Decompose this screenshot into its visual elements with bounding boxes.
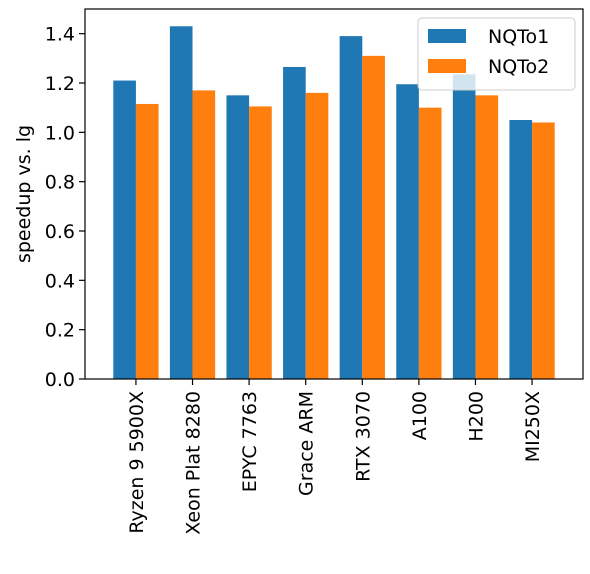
bar-nqto1-0	[113, 80, 136, 380]
y-axis: 0.0 0.2 0.4 0.6 0.8 1.0 1.2 1.4	[45, 24, 85, 391]
bars-group	[113, 26, 555, 380]
x-tick-label: Ryzen 9 5900X	[126, 391, 148, 534]
legend: NQTo1 NQTo2	[417, 17, 576, 91]
x-tick-label: Xeon Plat 8280	[183, 391, 205, 535]
bar-nqto1-3	[283, 66, 306, 379]
y-tick-label: 1.0	[45, 122, 75, 144]
bar-nqto2-1	[192, 90, 216, 380]
bar-nqto2-5	[418, 107, 442, 380]
bar-nqto2-3	[305, 92, 329, 379]
bar-nqto1-5	[396, 84, 419, 379]
x-axis: Ryzen 9 5900X Xeon Plat 8280 EPYC 7763 Grac…	[126, 379, 544, 535]
y-tick-label: 1.2	[45, 73, 75, 95]
x-tick-label: RTX 3070	[352, 391, 374, 482]
bar-nqto1-2	[226, 95, 250, 379]
legend-swatch-nqto2	[428, 59, 466, 73]
x-tick-label: A100	[409, 391, 431, 440]
legend-swatch-nqto1	[428, 29, 466, 43]
y-axis-label: speedup vs. lg	[13, 125, 35, 263]
y-tick-label: 0.0	[45, 369, 75, 391]
bar-nqto1-1	[169, 26, 193, 380]
bar-nqto1-4	[339, 36, 363, 380]
legend-label-nqto1: NQTo1	[488, 26, 549, 48]
legend-label-nqto2: NQTo2	[488, 56, 549, 78]
x-tick-label: Grace ARM	[296, 391, 318, 496]
y-tick-label: 1.4	[45, 24, 75, 46]
y-tick-label: 0.6	[45, 221, 75, 243]
bar-nqto2-7	[532, 122, 555, 379]
x-tick-label: H200	[465, 391, 487, 442]
bar-nqto1-6	[452, 74, 476, 379]
x-tick-label: MI250X	[522, 391, 544, 462]
y-tick-label: 0.8	[45, 172, 75, 194]
y-tick-label: 0.4	[45, 270, 75, 292]
y-tick-label: 0.2	[45, 320, 75, 342]
bar-nqto2-0	[135, 103, 159, 379]
bar-nqto2-4	[362, 55, 385, 379]
bar-nqto2-2	[249, 106, 272, 379]
bar-nqto1-7	[509, 120, 533, 379]
bar-nqto2-6	[475, 95, 499, 379]
x-tick-label: EPYC 7763	[239, 391, 261, 492]
plot-frame	[84, 8, 584, 380]
